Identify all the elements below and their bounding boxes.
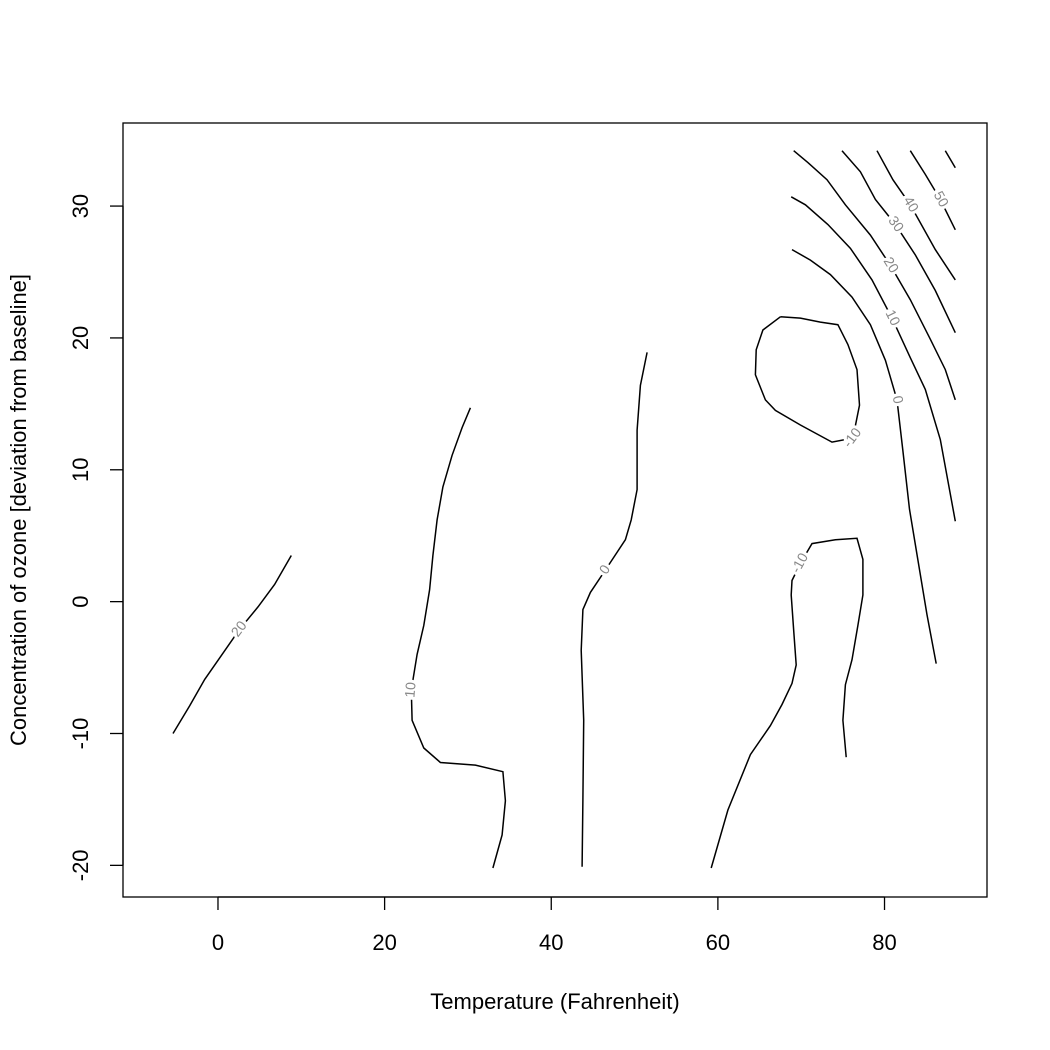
x-tick-label: 0: [212, 930, 224, 955]
contour-line: [841, 150, 956, 334]
contour-line: [710, 537, 864, 869]
contour-line: [754, 316, 861, 443]
x-tick-label: 60: [706, 930, 730, 955]
y-tick-label: -10: [68, 718, 93, 750]
y-tick-label: 20: [68, 326, 93, 350]
y-tick-label: -20: [68, 849, 93, 881]
y-tick-label: 30: [68, 194, 93, 218]
y-tick-label: 10: [68, 458, 93, 482]
x-tick-label: 80: [872, 930, 896, 955]
contour-line: [909, 150, 956, 231]
contour-line: [172, 555, 292, 734]
contour-line: [580, 352, 648, 867]
contour-label: 10: [401, 681, 418, 698]
x-axis-label: Temperature (Fahrenheit): [430, 989, 679, 1014]
y-tick-label: 0: [68, 596, 93, 608]
contour-line: [793, 150, 957, 401]
x-tick-label: 40: [539, 930, 563, 955]
contour-line: [876, 150, 956, 281]
contour-label: 30: [885, 213, 907, 235]
x-tick-label: 20: [372, 930, 396, 955]
y-axis-label: Concentration of ozone [deviation from b…: [6, 274, 31, 746]
contour-line: [791, 248, 937, 664]
contour-line: [944, 150, 956, 169]
contour-line: [410, 407, 507, 869]
contour-line: [790, 196, 957, 522]
